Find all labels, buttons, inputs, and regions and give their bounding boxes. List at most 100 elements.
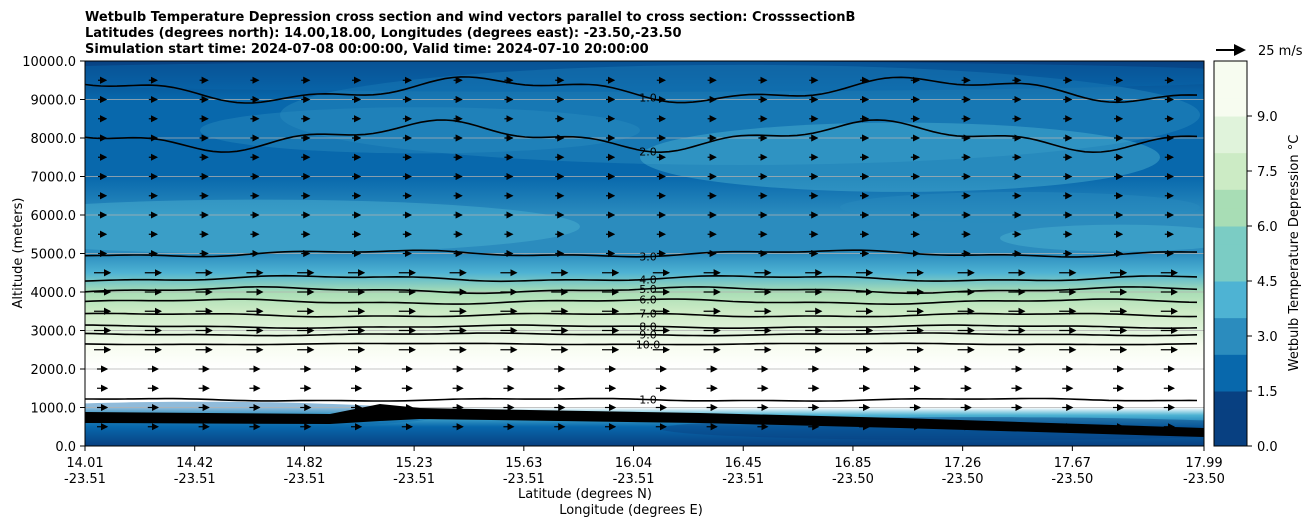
x-axis-label-longitude: Longitude (degrees E)	[559, 503, 703, 518]
y-tick-label: 4000.0	[31, 286, 77, 301]
contour-line-layer: 1.0 1.0 2.0 3.0 4.05.06.07.08.09.010.0	[85, 76, 1204, 437]
x-tick-label-longitude: -23.50	[832, 472, 874, 487]
x-tick-label-longitude: -23.50	[1051, 472, 1093, 487]
quiver-key-label: 25 m/s	[1258, 44, 1303, 59]
x-tick-label-longitude: -23.50	[942, 472, 984, 487]
colorbar-tick-label: 6.0	[1257, 220, 1278, 235]
x-tick-label-longitude: -23.51	[174, 472, 216, 487]
x-tick-label-longitude: -23.51	[283, 472, 325, 487]
contour-label: 4.0	[639, 273, 657, 286]
colorbar-step	[1214, 262, 1247, 282]
contour-line-10.0	[85, 342, 1198, 346]
contour-line-5.0	[85, 285, 1198, 295]
contour-band-5	[200, 107, 640, 154]
colorbar-step	[1214, 299, 1247, 319]
contour-label: 1.0	[639, 394, 657, 407]
colorbar-tick-label: 3.0	[1257, 330, 1278, 345]
x-tick-label-longitude: -23.51	[503, 472, 545, 487]
colorbar-step	[1214, 207, 1247, 227]
colorbar: 0.0 1.5 3.0 4.5 6.0 7.5 9.0 Wetbulb Temperatur…	[1213, 60, 1302, 455]
colorbar-step	[1214, 189, 1247, 209]
colorbar-step	[1214, 354, 1247, 374]
colorbar-step	[1214, 116, 1247, 135]
chart-title-line-2: Latitudes (degrees north): 14.00,18.00, …	[85, 26, 682, 41]
wind-vector-layer	[94, 76, 1179, 431]
x-axis-label-latitude: Latitude (degrees N)	[518, 487, 652, 502]
contour-line-2.0	[85, 119, 1198, 154]
colorbar-step	[1214, 61, 1247, 80]
colorbar-step	[1214, 336, 1247, 355]
chart-title-line-3: Simulation start time: 2024-07-08 00:00:…	[85, 42, 649, 57]
y-tick-label: 3000.0	[31, 325, 77, 340]
x-tick-label-latitude: 14.42	[176, 456, 213, 471]
x-tick-label-latitude: 16.04	[615, 456, 652, 471]
contour-line-3.0	[85, 249, 1198, 258]
colorbar-step	[1214, 391, 1247, 410]
y-tick-label: 10000.0	[22, 55, 76, 70]
boundary-layer-contour-bundle	[85, 404, 1204, 437]
contour-label: 1.0	[639, 92, 657, 105]
colorbar-tick-label: 9.0	[1257, 110, 1278, 125]
y-tick-label: 2000.0	[31, 363, 77, 378]
x-tick-label-longitude: -23.51	[613, 472, 655, 487]
x-tick-label-latitude: 17.99	[1185, 456, 1222, 471]
x-tick-label-latitude: 16.85	[834, 456, 871, 471]
colorbar-step	[1214, 281, 1247, 300]
colorbar-step	[1214, 97, 1247, 117]
colorbar-tick-label: 1.5	[1257, 385, 1278, 400]
contour-label: 7.0	[639, 308, 657, 321]
contour-line-1.0	[85, 76, 1198, 104]
colorbar-step	[1214, 409, 1247, 429]
contour-label: 2.0	[639, 146, 657, 159]
x-tick-label-latitude: 15.63	[505, 456, 542, 471]
colorbar-label: Wetbulb Temperature Depression °C	[1287, 135, 1302, 372]
colorbar-step	[1214, 244, 1247, 264]
colorbar-step	[1214, 134, 1247, 154]
contour-label: 5.0	[639, 283, 657, 296]
x-tick-label-latitude: 16.45	[725, 456, 762, 471]
contour-line-4.0	[85, 274, 1198, 283]
contour-line-6.0	[85, 298, 1198, 306]
colorbar-tick-label: 4.5	[1257, 275, 1278, 290]
x-tick-label-longitude: -23.51	[722, 472, 764, 487]
y-tick-label: 8000.0	[31, 132, 77, 147]
quiver-key: 25 m/s	[1216, 44, 1303, 59]
colorbar-ticks: 0.0 1.5 3.0 4.5 6.0 7.5 9.0	[1247, 110, 1278, 455]
contour-label: 6.0	[639, 294, 657, 307]
y-tick-label: 9000.0	[31, 94, 77, 109]
x-tick-label-longitude: -23.51	[64, 472, 106, 487]
colorbar-step	[1214, 171, 1247, 190]
contour-line-7.0	[85, 312, 1198, 318]
x-tick-label-latitude: 14.01	[66, 456, 103, 471]
y-axis-label: Altitude (meters)	[11, 198, 26, 309]
colorbar-step	[1214, 372, 1247, 392]
y-tick-label: 7000.0	[31, 171, 77, 186]
y-tick-label: 5000.0	[31, 248, 77, 263]
y-tick-label: 0.0	[55, 440, 76, 455]
colorbar-steps	[1214, 61, 1247, 447]
x-tick-label-latitude: 14.82	[286, 456, 323, 471]
y-axis: 0.0 1000.0 2000.0 3000.0 4000.0 5000.0 6000.0 7…	[22, 55, 85, 455]
y-tick-label: 6000.0	[31, 209, 77, 224]
x-tick-label-latitude: 17.26	[944, 456, 981, 471]
x-tick-label-latitude: 15.23	[396, 456, 433, 471]
colorbar-step	[1214, 226, 1247, 245]
colorbar-frame	[1213, 60, 1248, 447]
contour-label: 10.0	[636, 338, 661, 351]
colorbar-step	[1214, 152, 1247, 172]
contour-band-4	[640, 122, 1160, 192]
x-tick-label-longitude: -23.51	[393, 472, 435, 487]
contour-band-3	[85, 61, 1204, 92]
colorbar-step	[1214, 317, 1247, 337]
contour-line-9.0	[85, 332, 1198, 337]
chart-title-line-1: Wetbulb Temperature Depression cross sec…	[85, 10, 855, 25]
contour-line-1.0	[85, 397, 1198, 402]
colorbar-tick-label: 7.5	[1257, 165, 1278, 180]
x-axis: 14.01-23.5114.42-23.5114.82-23.5115.23-2…	[64, 446, 1225, 487]
x-tick-label-latitude: 17.67	[1054, 456, 1091, 471]
x-tick-label-longitude: -23.50	[1183, 472, 1225, 487]
contour-label: 8.0	[639, 320, 657, 333]
contour-band-2	[840, 191, 1200, 223]
y-tick-label: 1000.0	[31, 402, 77, 417]
